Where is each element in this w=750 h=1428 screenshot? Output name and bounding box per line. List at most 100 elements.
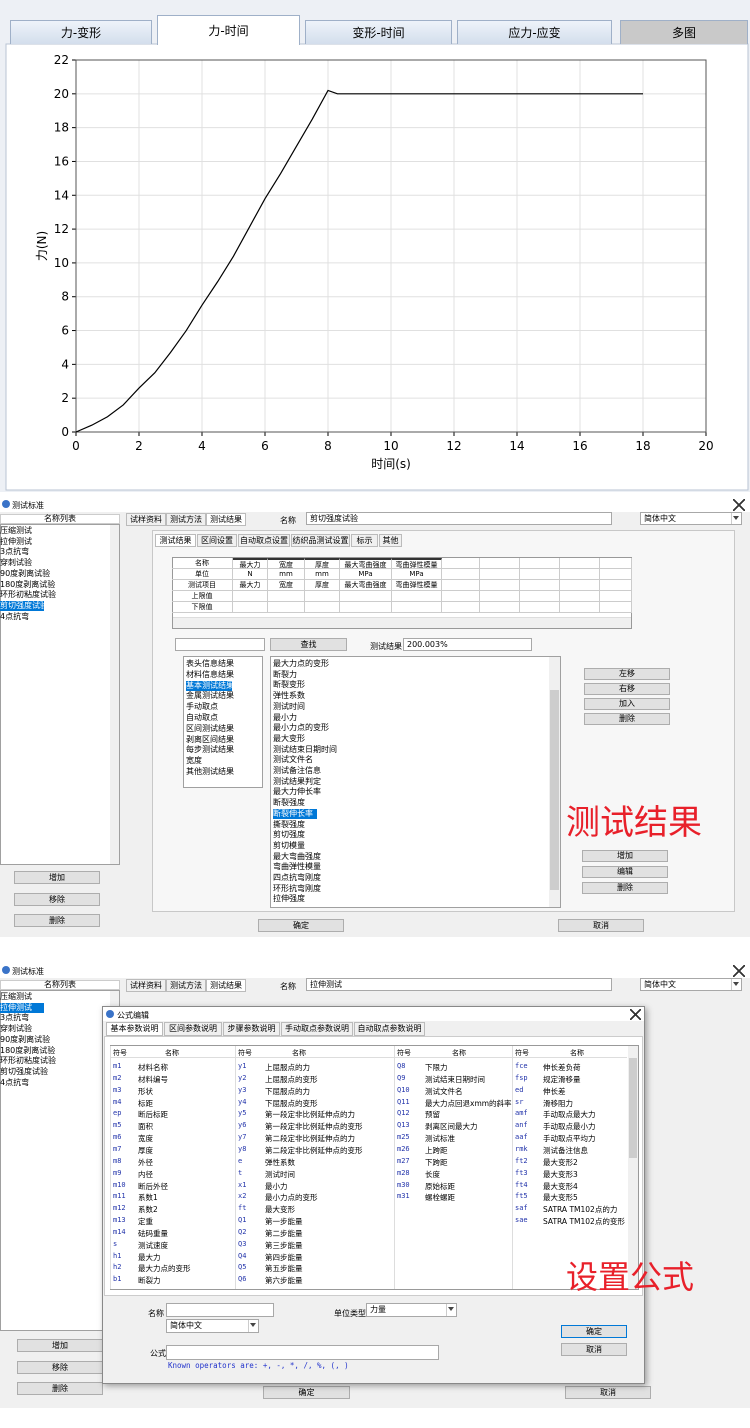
item[interactable]: 断裂强度: [273, 798, 305, 808]
item[interactable]: 测试文件名: [273, 755, 313, 765]
category-item[interactable]: 基本测试结果: [186, 680, 234, 691]
button[interactable]: 取消: [565, 1386, 651, 1399]
button[interactable]: 加入: [584, 698, 670, 710]
item[interactable]: 断裂力: [273, 669, 297, 679]
close-button[interactable]: [733, 965, 745, 977]
list-item[interactable]: 90度剥离试验: [0, 568, 51, 578]
item[interactable]: 最大弯曲强度: [273, 851, 321, 861]
tab[interactable]: 测试方法: [166, 979, 206, 992]
button[interactable]: 移除: [17, 1360, 103, 1374]
button[interactable]: 删除: [582, 882, 668, 894]
chart-tab[interactable]: 力-时间: [157, 15, 300, 45]
list-item[interactable]: 90度剥离试验: [0, 1034, 51, 1044]
list-item[interactable]: 剪切强度试验: [0, 600, 48, 611]
item[interactable]: 测试时间: [273, 701, 305, 711]
dropdown[interactable]: 简体中文: [166, 1319, 259, 1333]
name-field[interactable]: [166, 1303, 274, 1317]
list-item[interactable]: 压缩测试: [0, 526, 32, 535]
category-item[interactable]: 手动取点: [186, 702, 218, 712]
subtab[interactable]: 区间设置: [197, 534, 237, 547]
button[interactable]: 查找: [270, 638, 347, 651]
list-item[interactable]: 环形初粘度试验: [0, 1056, 56, 1066]
button[interactable]: 移除: [14, 892, 100, 906]
button[interactable]: 删除: [14, 914, 100, 927]
dropdown[interactable]: 力量: [366, 1303, 457, 1317]
chart-tab[interactable]: 多图: [620, 20, 748, 44]
list-item[interactable]: 压缩测试: [0, 992, 32, 1001]
category-item[interactable]: 每步测试结果: [186, 745, 234, 755]
list-item[interactable]: 180度剥离试验: [0, 1045, 56, 1055]
list-item[interactable]: 拉伸测试: [0, 536, 32, 546]
text-field[interactable]: 剪切强度试验: [306, 512, 612, 525]
search-field[interactable]: [175, 638, 265, 651]
button[interactable]: 取消: [558, 919, 644, 932]
subtab[interactable]: 纺织品测试设置: [291, 534, 350, 547]
list-item[interactable]: 穿刺试验: [0, 1024, 32, 1034]
category-item[interactable]: 金属测试结果: [186, 691, 234, 701]
item[interactable]: 剪切模量: [273, 840, 305, 850]
list-item[interactable]: 3点抗弯: [0, 547, 30, 557]
tab[interactable]: 试样资料: [126, 979, 166, 992]
item[interactable]: 测试备注信息: [273, 766, 321, 775]
list-item[interactable]: 3点抗弯: [0, 1013, 30, 1023]
text-field[interactable]: 200.003%: [403, 638, 532, 651]
item[interactable]: 断裂变形: [273, 680, 305, 690]
tab[interactable]: 基本参数说明: [106, 1022, 163, 1036]
tab[interactable]: 试样资料: [126, 513, 166, 526]
button[interactable]: 增加: [17, 1339, 103, 1352]
button[interactable]: 取消: [561, 1343, 627, 1356]
item[interactable]: 剪切强度: [273, 830, 305, 840]
subtab[interactable]: 标示: [351, 534, 378, 547]
button[interactable]: 删除: [17, 1382, 103, 1395]
subtab[interactable]: 测试结果: [155, 534, 196, 547]
list-item[interactable]: 环形初粘度试验: [0, 590, 56, 600]
category-item[interactable]: 表头信息结果: [186, 659, 234, 668]
category-item[interactable]: 材料信息结果: [186, 669, 234, 679]
item[interactable]: 四点抗弯刚度: [273, 873, 321, 882]
button[interactable]: 左移: [584, 668, 670, 680]
item[interactable]: 最大变形: [273, 733, 305, 743]
formula-field[interactable]: [166, 1345, 439, 1360]
list-item[interactable]: 拉伸测试: [0, 1002, 44, 1013]
tab[interactable]: 区间参数说明: [164, 1022, 222, 1036]
dropdown[interactable]: 简体中文: [640, 512, 742, 525]
category-item[interactable]: 自动取点: [186, 713, 218, 722]
chart-tab[interactable]: 变形-时间: [305, 20, 452, 44]
button[interactable]: 增加: [582, 850, 668, 862]
item[interactable]: 断裂伸长率: [273, 808, 317, 819]
button[interactable]: 编辑: [582, 866, 668, 878]
item[interactable]: 测试结果判定: [273, 776, 321, 786]
list-item[interactable]: 4点抗弯: [0, 1077, 30, 1087]
close-button[interactable]: [630, 1009, 641, 1020]
tab[interactable]: 步骤参数说明: [223, 1022, 280, 1036]
list-item[interactable]: 4点抗弯: [0, 611, 30, 621]
category-item[interactable]: 其他测试结果: [186, 767, 234, 776]
item[interactable]: 撕裂强度: [273, 819, 305, 829]
button[interactable]: 确定: [258, 919, 344, 932]
item[interactable]: 弯曲弹性模量: [273, 862, 321, 872]
tab[interactable]: 自动取点参数说明: [354, 1022, 425, 1036]
item[interactable]: 弹性系数: [273, 691, 305, 701]
item[interactable]: 环形抗弯刚度: [273, 883, 321, 893]
button[interactable]: 右移: [584, 683, 670, 695]
button[interactable]: 删除: [584, 713, 670, 725]
category-item[interactable]: 宽度: [186, 756, 202, 766]
tab[interactable]: 测试方法: [166, 513, 206, 526]
button[interactable]: 确定: [263, 1386, 350, 1399]
list-item[interactable]: 剪切强度试验: [0, 1066, 48, 1076]
subtab[interactable]: 自动取点设置: [238, 534, 290, 547]
tab[interactable]: 手动取点参数说明: [281, 1022, 353, 1036]
button[interactable]: 确定: [561, 1325, 627, 1338]
button[interactable]: 增加: [14, 871, 100, 884]
chart-tab[interactable]: 应力-应变: [457, 20, 612, 44]
dropdown[interactable]: 简体中文: [640, 978, 742, 991]
item[interactable]: 最大力伸长率: [273, 787, 321, 797]
item[interactable]: 最小力点的变形: [273, 723, 329, 733]
item[interactable]: 拉伸强度: [273, 894, 305, 904]
chart-tab[interactable]: 力-变形: [10, 20, 152, 44]
tab[interactable]: 测试结果: [206, 979, 246, 992]
list-item[interactable]: 穿刺试验: [0, 558, 32, 568]
item[interactable]: 最大力点的变形: [273, 659, 329, 668]
list-item[interactable]: 180度剥离试验: [0, 579, 56, 589]
text-field[interactable]: 拉伸测试: [306, 978, 612, 991]
